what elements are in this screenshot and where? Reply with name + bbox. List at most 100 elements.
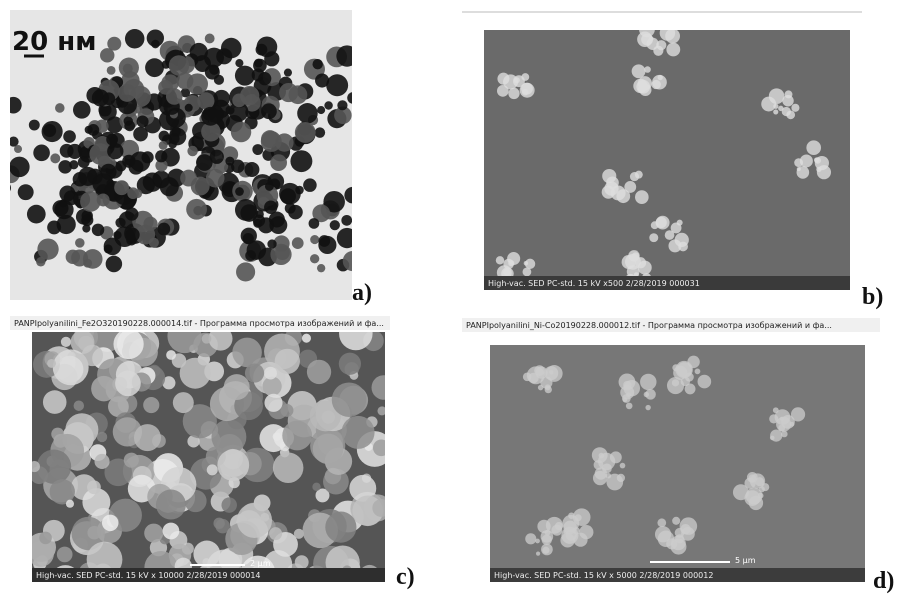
particle: [561, 527, 578, 544]
particle: [124, 453, 139, 468]
particle: [290, 150, 312, 172]
particle: [695, 368, 701, 374]
particle: [619, 374, 636, 391]
particle: [86, 87, 103, 104]
particle: [685, 383, 696, 394]
particle: [269, 527, 282, 540]
particle: [649, 36, 654, 41]
particle: [317, 106, 325, 114]
particle: [191, 177, 210, 196]
particle: [94, 454, 109, 469]
particle: [273, 452, 304, 483]
particle: [288, 205, 303, 220]
particle: [687, 356, 699, 368]
particle: [324, 101, 332, 109]
particle: [264, 394, 282, 412]
particle: [780, 417, 784, 421]
particle: [205, 65, 220, 80]
particle: [27, 205, 46, 224]
particle: [231, 122, 251, 142]
particle: [55, 103, 65, 113]
particle: [536, 552, 540, 556]
particle: [235, 66, 255, 86]
particle: [57, 547, 73, 563]
particle: [124, 116, 133, 125]
particle: [279, 83, 298, 102]
particle: [602, 185, 615, 198]
particle: [545, 384, 551, 390]
particle: [245, 250, 256, 261]
particle: [92, 173, 112, 193]
particle: [630, 172, 639, 181]
particle: [205, 34, 215, 44]
particle: [78, 156, 90, 168]
particle: [143, 172, 162, 191]
particle: [341, 416, 374, 449]
particle: [593, 471, 607, 485]
particle: [204, 48, 224, 68]
particle: [107, 143, 123, 159]
scale-text: 5 μm: [735, 556, 756, 565]
particle: [236, 262, 255, 281]
particle: [159, 141, 168, 150]
particle: [51, 428, 64, 441]
particle: [297, 103, 318, 124]
particle: [29, 120, 40, 131]
scale-text: 2 μm: [250, 559, 271, 568]
particle: [678, 242, 688, 252]
particle: [785, 90, 793, 98]
particle: [127, 187, 139, 199]
particle: [173, 392, 194, 413]
particle: [773, 407, 779, 413]
particle: [241, 228, 257, 244]
particle: [217, 449, 249, 481]
particle: [665, 230, 675, 240]
panel-label: d): [873, 568, 894, 594]
particle: [5, 97, 22, 114]
particle: [235, 59, 243, 67]
particle: [74, 400, 84, 410]
particle: [87, 526, 101, 540]
particle: [538, 385, 543, 390]
particle: [797, 166, 810, 179]
particle: [106, 256, 123, 273]
particle: [187, 73, 208, 94]
particle: [125, 207, 138, 220]
particle: [235, 199, 257, 221]
particle: [617, 474, 625, 482]
particle: [47, 359, 56, 368]
particle: [71, 250, 88, 267]
particle: [209, 327, 233, 351]
particle: [52, 200, 68, 216]
particle: [549, 370, 553, 374]
particle: [102, 92, 115, 105]
particle: [303, 178, 317, 192]
particle: [312, 483, 320, 491]
particle: [100, 48, 114, 62]
particle: [133, 127, 148, 142]
particle: [196, 154, 213, 171]
particle: [130, 151, 150, 171]
particle: [781, 431, 788, 438]
particle: [82, 224, 90, 232]
particle: [0, 182, 11, 194]
particle: [115, 371, 141, 397]
particle: [9, 157, 30, 178]
particle: [638, 261, 652, 275]
particle: [118, 84, 136, 102]
particle: [698, 375, 712, 389]
particle: [180, 358, 211, 389]
particle: [261, 103, 277, 119]
particle: [315, 73, 329, 87]
particle: [33, 145, 50, 162]
particle: [330, 220, 340, 230]
particle: [497, 85, 509, 97]
particle: [114, 180, 129, 195]
particle: [134, 424, 161, 451]
particle: [91, 376, 117, 402]
particle: [50, 153, 60, 163]
window-title: PANPIpolyanilini_Fe2O320190228.000014.ti…: [14, 319, 384, 328]
particle: [213, 518, 224, 529]
particle: [39, 532, 52, 545]
particle: [264, 367, 277, 380]
